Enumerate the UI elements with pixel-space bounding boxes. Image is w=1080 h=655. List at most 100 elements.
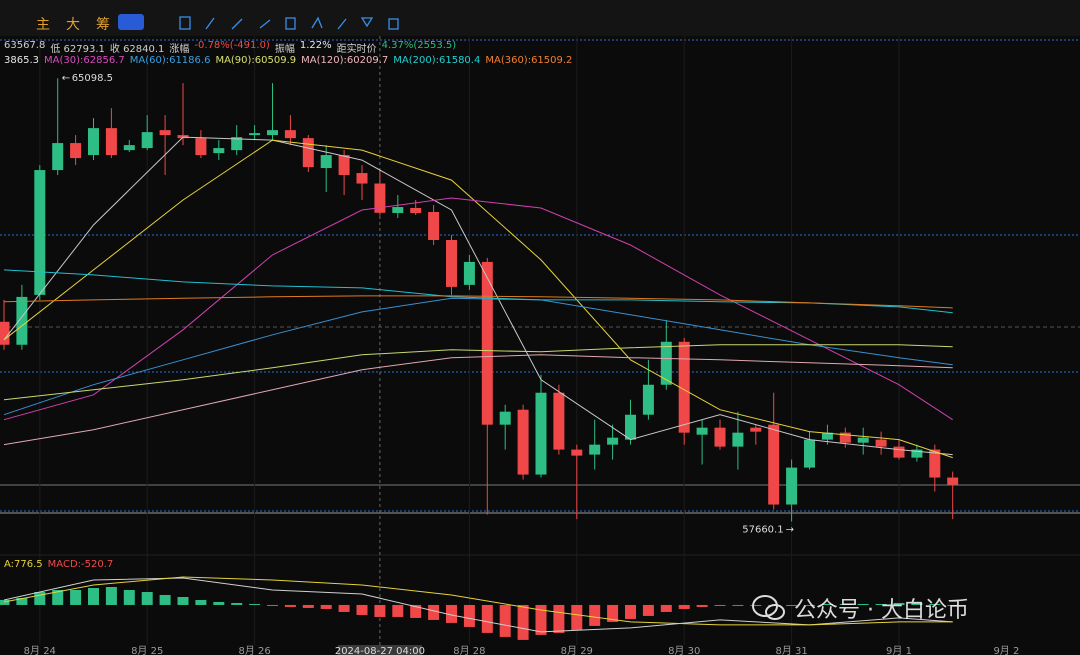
ma-legend: 3865.3 MA(30):62856.7 MA(60):61186.6 MA(90)… [4, 55, 572, 66]
macd-bar [607, 604, 619, 622]
macd-bar [463, 604, 475, 627]
macd-bar [356, 604, 368, 615]
indicator-line [3, 136, 953, 456]
candle-body [768, 424, 780, 505]
legend-item: 1.22% [299, 40, 332, 51]
candle-body [392, 207, 404, 213]
candle-body [284, 130, 296, 139]
candle-body [625, 414, 636, 440]
candle-body [750, 427, 762, 432]
toolbar-button[interactable]: 大 [66, 17, 80, 33]
candle-body [714, 427, 726, 447]
candle-body [642, 384, 654, 415]
macd-bar [875, 603, 887, 605]
macd-bar [893, 602, 905, 605]
candle-body [678, 341, 690, 433]
legend-item: MA(120):60209.7 [301, 55, 389, 66]
macd-bar [750, 604, 762, 606]
macd-bar [16, 597, 28, 605]
legend-item: -0.78%(-491.0) [194, 40, 270, 51]
macd-bar [589, 604, 601, 626]
legend-item: 振幅 [274, 44, 295, 55]
macd-bar [714, 604, 726, 606]
macd-bar [52, 589, 64, 605]
macd-bar [213, 601, 225, 605]
candle-body [70, 143, 82, 159]
candle-body [410, 207, 422, 213]
macd-bar [410, 604, 422, 618]
candle-body [302, 138, 314, 168]
x-tick-label: 9月 2 [993, 645, 1019, 655]
indicator-line [3, 139, 953, 459]
macd-bar [123, 589, 135, 605]
indicator-line [3, 576, 953, 626]
candle-body [571, 449, 583, 456]
candle-body [804, 439, 815, 468]
macd-bar [696, 604, 708, 607]
legend-item: 涨幅 [169, 44, 190, 55]
indicator-line [3, 297, 953, 416]
candle-body [499, 411, 511, 425]
macd-bar [320, 604, 332, 609]
candle-body [195, 138, 207, 156]
candle-body [481, 261, 493, 425]
candle-body [696, 427, 708, 435]
candle-body [267, 130, 278, 136]
crosshair-label: 2024-08-27 04:00 [335, 646, 425, 655]
candle-body [356, 173, 368, 184]
legend-item: MACD:-520.7 [47, 559, 114, 570]
candle-body [929, 449, 941, 478]
candle-body [105, 128, 117, 156]
candle-body [34, 170, 46, 295]
candle-body [911, 449, 923, 458]
macd-bar [428, 604, 440, 620]
macd-bar [141, 591, 153, 605]
candle-body [16, 296, 28, 345]
indicator-line [3, 344, 953, 401]
x-tick-label: 8月 28 [453, 645, 485, 655]
macd-bar [535, 604, 547, 635]
toolbar-button[interactable]: 筹 [96, 17, 110, 33]
wechat-icon [752, 595, 785, 620]
candle-body [0, 321, 10, 345]
watermark: 公众号 · 大白论币 [752, 592, 969, 624]
macd-bar [911, 602, 923, 605]
legend-item: 63567.8 [4, 40, 46, 51]
candle-body [231, 137, 243, 151]
candle-body [463, 261, 475, 285]
macd-bar [195, 599, 207, 605]
candle-body [338, 155, 350, 176]
arrow: → [786, 525, 794, 536]
indicator-line [3, 197, 953, 421]
candle-body [446, 239, 457, 287]
candle-body [553, 392, 565, 450]
macd-bar [517, 604, 529, 640]
arrow: ← [62, 73, 70, 84]
candle-body [786, 467, 798, 505]
watermark-text: 公众号 · 大白论币 [794, 598, 969, 623]
candle-body [947, 477, 959, 485]
toolbar-button[interactable]: 主 [36, 17, 50, 33]
indicator-line [3, 295, 953, 309]
candle-body [607, 437, 619, 445]
candle-body [732, 432, 744, 447]
macd-bar [231, 602, 243, 605]
candle-body [159, 130, 171, 136]
candle-body [52, 143, 64, 171]
macd-bar [660, 604, 672, 612]
macd-bar [499, 604, 511, 637]
macd-bar [70, 589, 82, 605]
macd-bar [481, 604, 493, 633]
legend-item: 4.37%(2553.5) [381, 40, 457, 51]
candle-body [857, 437, 869, 443]
candle-body [249, 133, 261, 136]
toolbar: 主 大 筹 [36, 14, 110, 34]
macd-bar [553, 604, 565, 633]
legend-item: 距实时价 [336, 44, 377, 55]
candle-body [213, 148, 225, 154]
candle-body [821, 432, 833, 440]
candle-body [535, 392, 547, 475]
legend-item: MA(200):61580.4 [393, 55, 481, 66]
macd-bar [284, 604, 296, 607]
